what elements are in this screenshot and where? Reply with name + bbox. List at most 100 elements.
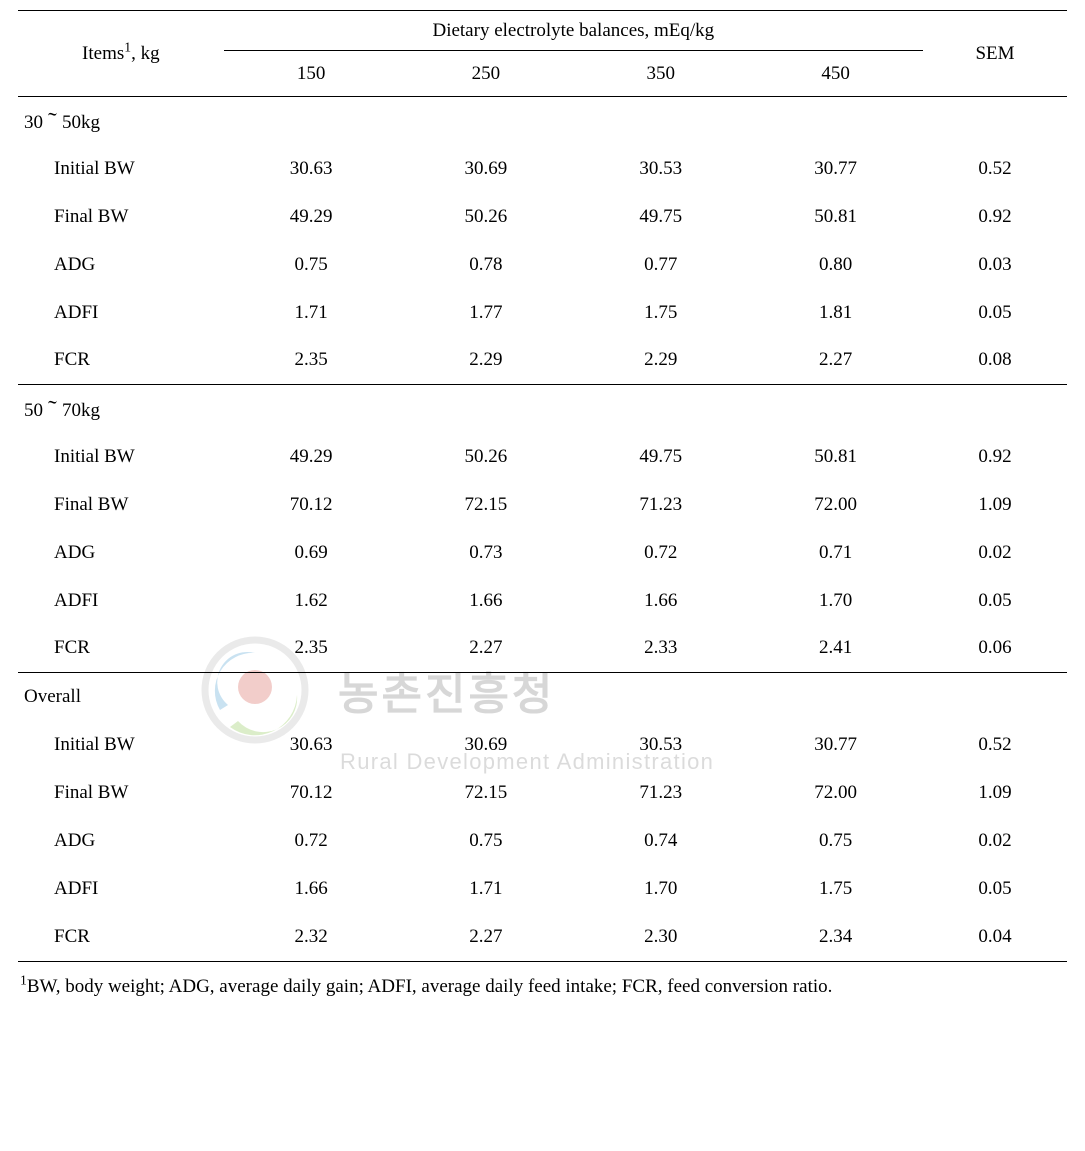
cell-value: 70.12 bbox=[224, 769, 399, 817]
cell-value: 1.70 bbox=[573, 865, 748, 913]
row-label: Initial BW bbox=[18, 721, 224, 769]
cell-value: 0.52 bbox=[923, 145, 1067, 193]
cell-value: 49.29 bbox=[224, 193, 399, 241]
row-label: Initial BW bbox=[18, 433, 224, 481]
cell-value: 0.05 bbox=[923, 577, 1067, 625]
table-row: Initial BW30.6330.6930.5330.770.52 bbox=[18, 721, 1067, 769]
footnote: 1BW, body weight; ADG, average daily gai… bbox=[18, 961, 1067, 1001]
header-level-1: 250 bbox=[399, 51, 574, 97]
cell-value: 2.27 bbox=[748, 337, 923, 385]
cell-value: 0.08 bbox=[923, 337, 1067, 385]
header-level-3: 450 bbox=[748, 51, 923, 97]
row-label: Final BW bbox=[18, 193, 224, 241]
cell-value: 2.27 bbox=[399, 625, 574, 673]
row-label: FCR bbox=[18, 913, 224, 961]
header-items: Items1, kg bbox=[18, 11, 224, 97]
cell-value: 1.66 bbox=[399, 577, 574, 625]
cell-value: 1.66 bbox=[573, 577, 748, 625]
cell-value: 0.72 bbox=[224, 817, 399, 865]
cell-value: 1.71 bbox=[224, 289, 399, 337]
table-row: ADFI1.661.711.701.750.05 bbox=[18, 865, 1067, 913]
cell-value: 0.05 bbox=[923, 289, 1067, 337]
cell-value: 1.09 bbox=[923, 769, 1067, 817]
cell-value: 50.26 bbox=[399, 193, 574, 241]
row-label: ADFI bbox=[18, 865, 224, 913]
table-body: 30～50kgInitial BW30.6330.6930.5330.770.5… bbox=[18, 97, 1067, 961]
cell-value: 2.33 bbox=[573, 625, 748, 673]
cell-value: 0.04 bbox=[923, 913, 1067, 961]
cell-value: 30.63 bbox=[224, 721, 399, 769]
data-table: Items1, kg Dietary electrolyte balances,… bbox=[18, 10, 1067, 961]
cell-value: 72.15 bbox=[399, 769, 574, 817]
cell-value: 2.29 bbox=[399, 337, 574, 385]
cell-value: 2.32 bbox=[224, 913, 399, 961]
row-label: Final BW bbox=[18, 481, 224, 529]
header-sem: SEM bbox=[923, 11, 1067, 97]
table-row: FCR2.352.272.332.410.06 bbox=[18, 625, 1067, 673]
row-label: FCR bbox=[18, 337, 224, 385]
cell-value: 0.75 bbox=[224, 241, 399, 289]
section-title: 50～70kg bbox=[18, 385, 1067, 433]
cell-value: 0.80 bbox=[748, 241, 923, 289]
table-row: FCR2.352.292.292.270.08 bbox=[18, 337, 1067, 385]
header-spanner: Dietary electrolyte balances, mEq/kg bbox=[224, 11, 923, 51]
cell-value: 30.69 bbox=[399, 145, 574, 193]
cell-value: 2.30 bbox=[573, 913, 748, 961]
row-label: Final BW bbox=[18, 769, 224, 817]
cell-value: 0.02 bbox=[923, 529, 1067, 577]
row-label: ADFI bbox=[18, 577, 224, 625]
row-label: ADG bbox=[18, 241, 224, 289]
cell-value: 2.41 bbox=[748, 625, 923, 673]
section-title: 30～50kg bbox=[18, 97, 1067, 145]
cell-value: 0.75 bbox=[399, 817, 574, 865]
row-label: FCR bbox=[18, 625, 224, 673]
cell-value: 71.23 bbox=[573, 769, 748, 817]
cell-value: 2.35 bbox=[224, 625, 399, 673]
cell-value: 0.69 bbox=[224, 529, 399, 577]
cell-value: 1.66 bbox=[224, 865, 399, 913]
cell-value: 0.92 bbox=[923, 193, 1067, 241]
cell-value: 50.81 bbox=[748, 433, 923, 481]
cell-value: 0.75 bbox=[748, 817, 923, 865]
cell-value: 0.74 bbox=[573, 817, 748, 865]
row-label: Initial BW bbox=[18, 145, 224, 193]
cell-value: 0.72 bbox=[573, 529, 748, 577]
cell-value: 1.09 bbox=[923, 481, 1067, 529]
cell-value: 0.73 bbox=[399, 529, 574, 577]
cell-value: 1.62 bbox=[224, 577, 399, 625]
cell-value: 49.75 bbox=[573, 433, 748, 481]
table-row: Initial BW49.2950.2649.7550.810.92 bbox=[18, 433, 1067, 481]
cell-value: 1.75 bbox=[573, 289, 748, 337]
cell-value: 1.75 bbox=[748, 865, 923, 913]
section-title: Overall bbox=[18, 673, 1067, 721]
cell-value: 0.05 bbox=[923, 865, 1067, 913]
table-row: Final BW70.1272.1571.2372.001.09 bbox=[18, 769, 1067, 817]
table-row: Initial BW30.6330.6930.5330.770.52 bbox=[18, 145, 1067, 193]
cell-value: 72.15 bbox=[399, 481, 574, 529]
cell-value: 0.92 bbox=[923, 433, 1067, 481]
table-row: Final BW70.1272.1571.2372.001.09 bbox=[18, 481, 1067, 529]
cell-value: 71.23 bbox=[573, 481, 748, 529]
cell-value: 0.71 bbox=[748, 529, 923, 577]
cell-value: 2.35 bbox=[224, 337, 399, 385]
table-row: ADG0.720.750.740.750.02 bbox=[18, 817, 1067, 865]
cell-value: 2.34 bbox=[748, 913, 923, 961]
cell-value: 49.75 bbox=[573, 193, 748, 241]
cell-value: 2.27 bbox=[399, 913, 574, 961]
cell-value: 1.70 bbox=[748, 577, 923, 625]
row-label: ADG bbox=[18, 817, 224, 865]
cell-value: 1.71 bbox=[399, 865, 574, 913]
cell-value: 1.81 bbox=[748, 289, 923, 337]
cell-value: 0.03 bbox=[923, 241, 1067, 289]
cell-value: 0.52 bbox=[923, 721, 1067, 769]
cell-value: 30.77 bbox=[748, 145, 923, 193]
table-row: ADFI1.711.771.751.810.05 bbox=[18, 289, 1067, 337]
cell-value: 1.77 bbox=[399, 289, 574, 337]
cell-value: 72.00 bbox=[748, 769, 923, 817]
table-row: ADG0.750.780.770.800.03 bbox=[18, 241, 1067, 289]
cell-value: 30.53 bbox=[573, 721, 748, 769]
row-label: ADG bbox=[18, 529, 224, 577]
cell-value: 49.29 bbox=[224, 433, 399, 481]
header-level-0: 150 bbox=[224, 51, 399, 97]
cell-value: 30.63 bbox=[224, 145, 399, 193]
